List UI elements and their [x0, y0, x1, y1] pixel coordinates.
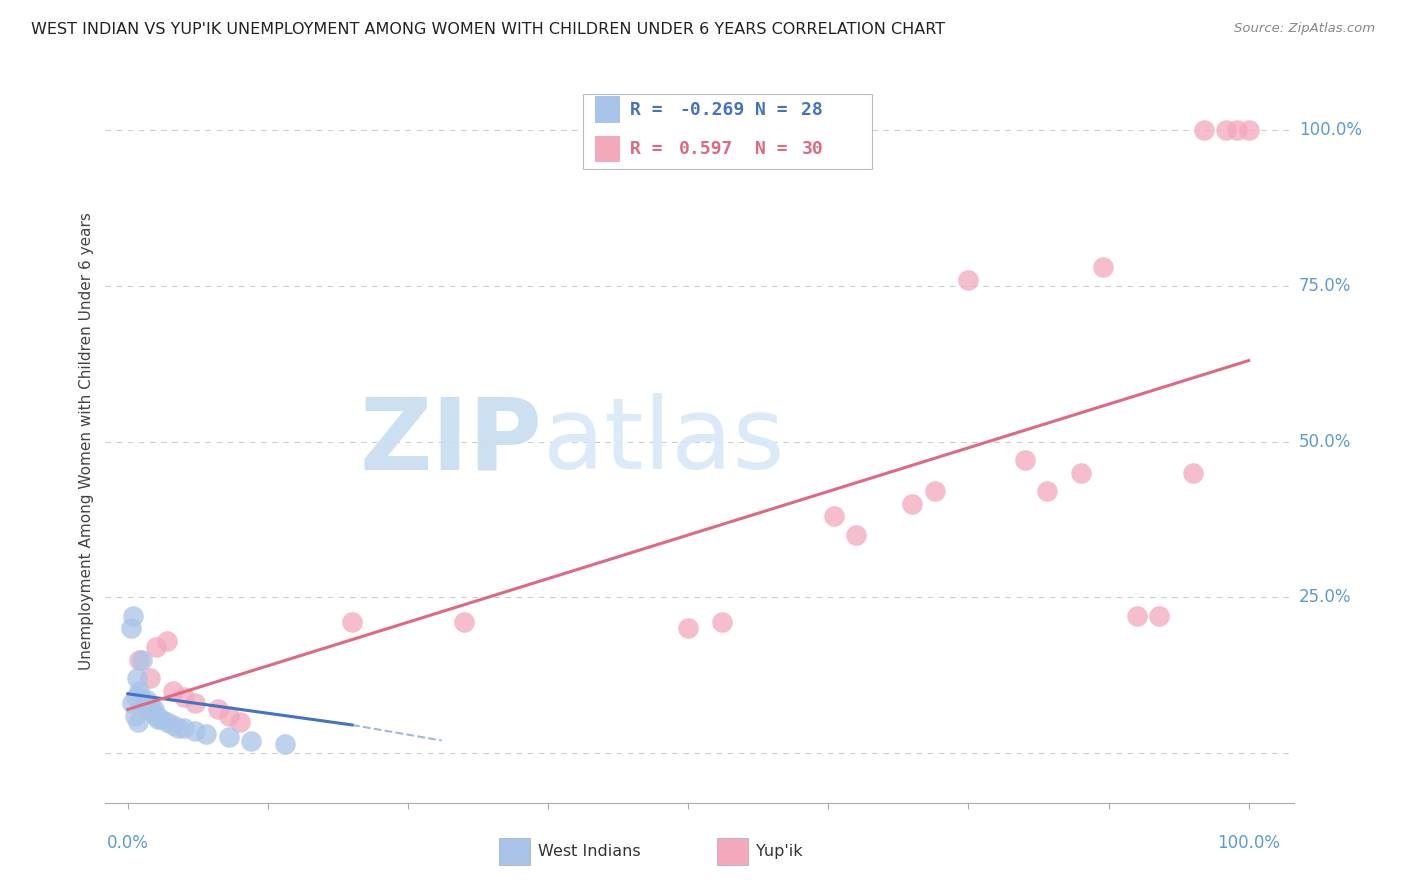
Point [156, 714, 179, 729]
Point [167, 721, 190, 735]
Text: R =: R = [630, 101, 673, 119]
Point [162, 718, 184, 732]
Point [139, 671, 162, 685]
Point [274, 737, 297, 751]
Text: 50.0%: 50.0% [1299, 433, 1351, 450]
Point [229, 714, 252, 729]
Point [146, 712, 169, 726]
Point [1091, 260, 1114, 274]
Point [218, 731, 240, 745]
Point [120, 621, 142, 635]
Text: 0.0%: 0.0% [107, 834, 149, 852]
Text: 25.0%: 25.0% [1299, 588, 1351, 607]
Point [131, 652, 153, 666]
Point [121, 696, 143, 710]
Point [207, 702, 229, 716]
Point [142, 702, 165, 716]
Text: 30: 30 [801, 140, 823, 158]
Point [1036, 484, 1059, 499]
Point [1181, 466, 1204, 480]
Text: WEST INDIAN VS YUP'IK UNEMPLOYMENT AMONG WOMEN WITH CHILDREN UNDER 6 YEARS CORRE: WEST INDIAN VS YUP'IK UNEMPLOYMENT AMONG… [31, 22, 945, 37]
Text: R =: R = [630, 140, 685, 158]
Point [139, 699, 162, 714]
Point [156, 633, 179, 648]
Point [128, 652, 150, 666]
Text: atlas: atlas [543, 393, 785, 490]
Point [1215, 123, 1237, 137]
Point [1237, 123, 1260, 137]
Point [453, 615, 475, 630]
Text: 0.597: 0.597 [679, 140, 734, 158]
Y-axis label: Unemployment Among Women with Children Under 6 years: Unemployment Among Women with Children U… [79, 212, 94, 671]
Point [823, 509, 845, 524]
Point [136, 702, 159, 716]
Text: 100.0%: 100.0% [1299, 121, 1362, 139]
Point [141, 706, 163, 720]
Point [1125, 609, 1147, 624]
Point [145, 640, 167, 654]
Point [218, 708, 240, 723]
Point [145, 708, 167, 723]
Text: 100.0%: 100.0% [1218, 834, 1281, 852]
Point [340, 615, 363, 630]
Point [195, 727, 218, 741]
Point [1014, 453, 1036, 467]
Point [1192, 123, 1215, 137]
Text: West Indians: West Indians [538, 845, 641, 859]
Point [150, 712, 173, 726]
Text: Source: ZipAtlas.com: Source: ZipAtlas.com [1234, 22, 1375, 36]
Point [710, 615, 733, 630]
Point [125, 690, 148, 704]
Point [162, 683, 184, 698]
Text: Yup'ik: Yup'ik [756, 845, 803, 859]
Text: 28: 28 [801, 101, 823, 119]
Point [1226, 123, 1249, 137]
Point [184, 724, 207, 739]
Text: 75.0%: 75.0% [1299, 277, 1351, 295]
Point [173, 721, 195, 735]
Text: N =: N = [755, 101, 799, 119]
Point [131, 690, 153, 704]
Point [173, 690, 195, 704]
Point [124, 708, 146, 723]
Point [134, 696, 156, 710]
Point [125, 671, 148, 685]
Point [957, 272, 980, 286]
Point [122, 609, 145, 624]
Text: -0.269: -0.269 [679, 101, 744, 119]
Text: N =: N = [755, 140, 799, 158]
Point [128, 683, 150, 698]
Point [845, 528, 868, 542]
Point [135, 693, 157, 707]
Point [924, 484, 946, 499]
Text: ZIP: ZIP [360, 393, 543, 490]
Point [678, 621, 700, 635]
Point [127, 714, 149, 729]
Point [901, 497, 924, 511]
Point [1147, 609, 1170, 624]
Point [184, 696, 207, 710]
Point [240, 733, 263, 747]
Point [1070, 466, 1092, 480]
